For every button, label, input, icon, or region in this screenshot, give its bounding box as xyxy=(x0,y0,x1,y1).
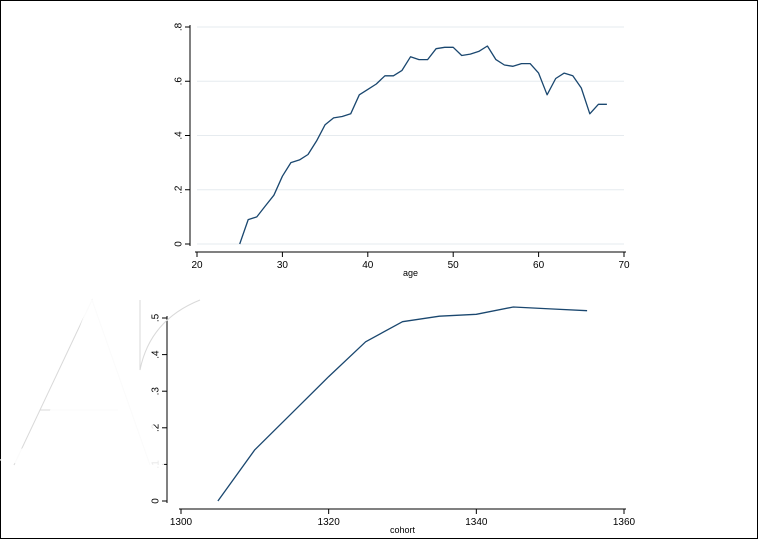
y-tick-label: .8 xyxy=(174,22,185,31)
x-axis-title: age xyxy=(403,268,418,278)
x-tick-label: 1300 xyxy=(170,517,193,528)
x-tick-label: 70 xyxy=(618,260,630,271)
x-axis-title: cohort xyxy=(390,525,416,535)
x-tick-label: 30 xyxy=(277,260,289,271)
y-tick-label: 0 xyxy=(151,498,162,504)
x-tick-label: 1340 xyxy=(465,517,488,528)
series-line xyxy=(239,45,607,245)
y-tick-label: .1 xyxy=(151,460,162,469)
x-tick-label: 1320 xyxy=(318,517,341,528)
y-tick-label: .3 xyxy=(151,387,162,396)
y-tick-label: .4 xyxy=(174,131,185,140)
chart-age: 0 .2 .4 .6 .8 20 30 40 50 60 70 age xyxy=(174,22,630,278)
x-tick-label: 40 xyxy=(362,260,374,271)
y-tick-label: .4 xyxy=(151,350,162,359)
series-line xyxy=(217,306,588,502)
y-tick-label: .6 xyxy=(174,77,185,86)
y-tick-label: 0 xyxy=(174,241,185,247)
x-tick-label: 1360 xyxy=(613,517,636,528)
y-tick-label: .2 xyxy=(174,185,185,194)
y-tick-label: .5 xyxy=(151,313,162,322)
chart-cohort: 0 .1 .2 .3 .4 .5 1300 1320 1340 1360 cohort xyxy=(151,306,636,535)
x-tick-label: 60 xyxy=(533,260,545,271)
x-tick-label: 20 xyxy=(191,260,203,271)
x-tick-label: 50 xyxy=(448,260,460,271)
y-tick-label: .2 xyxy=(151,423,162,432)
